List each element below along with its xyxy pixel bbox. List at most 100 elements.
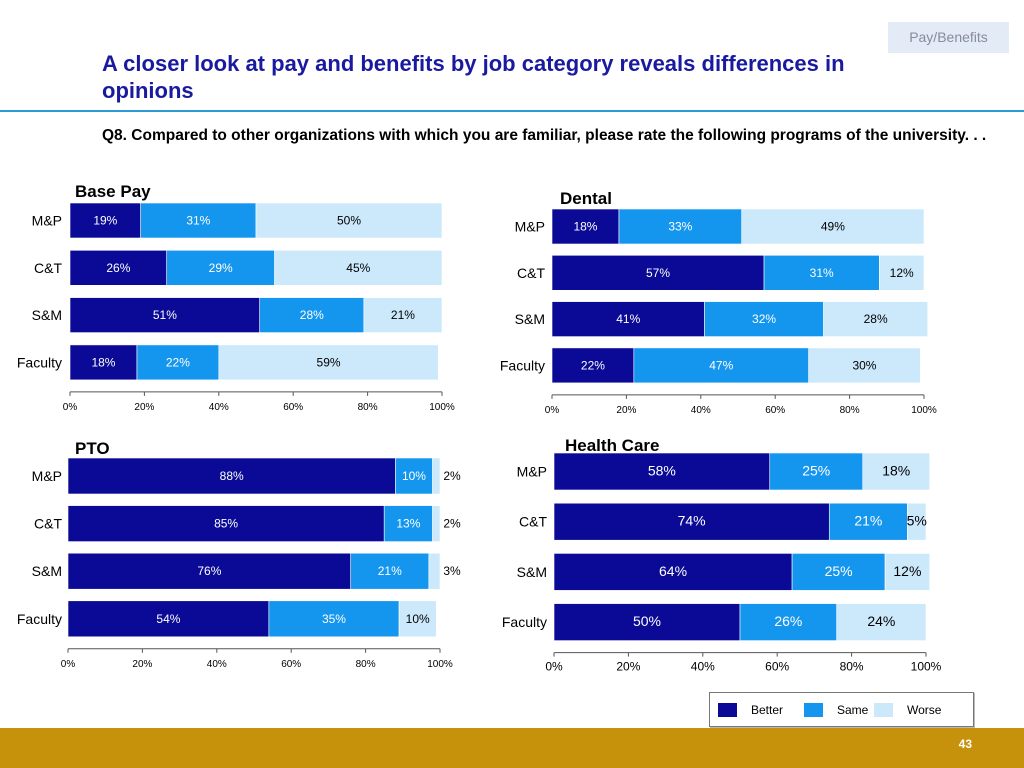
category-label-ct: C&T (517, 265, 545, 281)
value-label-same-mp: 31% (186, 214, 210, 228)
bar-better-mp (69, 202, 141, 239)
value-label-better-ct: 26% (106, 261, 130, 275)
value-label-worse-sm: 21% (391, 308, 415, 322)
bar-same-sm (259, 297, 365, 333)
bar-same-mp (769, 452, 864, 491)
bar-same-ct (828, 502, 908, 541)
value-label-worse-mp: 49% (821, 220, 845, 234)
bar-better-faculty (67, 600, 270, 638)
bar-better-ct (69, 250, 168, 286)
x-tick-label: 20% (132, 659, 152, 668)
bar-worse-faculty (808, 347, 921, 384)
value-label-worse-mp: 18% (882, 463, 910, 479)
category-label-mp: M&P (517, 464, 547, 480)
bar-worse-ct (907, 502, 927, 541)
x-tick-label: 20% (134, 402, 154, 413)
x-tick-label: 40% (207, 659, 227, 668)
value-label-worse-mp: 2% (443, 469, 461, 483)
value-label-worse-sm: 28% (864, 312, 888, 326)
x-tick-label: 100% (429, 402, 455, 413)
value-label-better-sm: 51% (153, 308, 177, 322)
category-label-faculty: Faculty (500, 357, 545, 373)
category-label-ct: C&T (34, 516, 62, 532)
value-label-worse-mp: 50% (337, 214, 361, 228)
chart-title: PTO (75, 439, 110, 458)
value-label-better-sm: 76% (197, 564, 221, 578)
x-tick-label: 60% (281, 659, 301, 668)
chart-title: Health Care (565, 436, 659, 455)
bar-better-ct (553, 502, 830, 541)
value-label-same-sm: 25% (825, 563, 853, 579)
bar-worse-sm (823, 301, 929, 337)
x-tick-label: 0% (61, 659, 76, 668)
bar-same-faculty (633, 347, 809, 384)
value-label-better-faculty: 22% (581, 358, 605, 372)
bar-worse-mp (255, 202, 443, 239)
value-label-better-mp: 88% (220, 469, 244, 483)
bar-worse-faculty (836, 603, 927, 641)
category-label-sm: S&M (32, 307, 62, 323)
bar-better-sm (67, 552, 352, 590)
value-label-worse-faculty: 59% (317, 355, 341, 369)
x-tick-label: 100% (911, 405, 937, 416)
value-label-same-ct: 13% (396, 517, 420, 531)
category-label-faculty: Faculty (17, 354, 62, 370)
value-label-better-ct: 57% (646, 266, 670, 280)
value-label-same-sm: 32% (752, 312, 776, 326)
value-label-same-mp: 25% (802, 463, 830, 479)
bar-same-sm (704, 301, 824, 337)
x-tick-label: 0% (63, 402, 78, 413)
x-tick-label: 40% (209, 402, 229, 413)
category-label-faculty: Faculty (502, 614, 547, 630)
bar-better-faculty (551, 347, 635, 384)
value-label-same-ct: 29% (209, 261, 233, 275)
value-label-same-sm: 21% (378, 564, 402, 578)
bar-same-ct (383, 505, 433, 542)
value-label-worse-faculty: 24% (867, 613, 895, 629)
value-label-worse-ct: 2% (443, 517, 461, 531)
legend-swatch-worse (874, 702, 893, 717)
x-tick-label: 60% (765, 405, 785, 416)
value-label-worse-faculty: 30% (852, 358, 876, 372)
chart-pto: PTO M&P 88% 10% 2% C&T 85% 13% 2% S&M 76% 21% 3% Facu… (17, 439, 461, 668)
legend-item-worse: Worse (874, 693, 941, 726)
value-label-better-ct: 85% (214, 517, 238, 531)
x-tick-label: 80% (356, 659, 376, 668)
bar-worse-mp (741, 208, 925, 245)
value-label-same-ct: 31% (810, 266, 834, 280)
value-label-worse-ct: 5% (907, 513, 927, 529)
bar-worse-sm (428, 552, 441, 590)
x-tick-label: 100% (427, 659, 453, 668)
bar-better-sm (551, 301, 705, 337)
bar-same-mp (618, 208, 743, 245)
section-tag: Pay/Benefits (888, 22, 1009, 53)
x-tick-label: 80% (840, 405, 860, 416)
bar-better-ct (551, 255, 765, 291)
value-label-same-ct: 21% (854, 513, 882, 529)
x-tick-label: 0% (545, 405, 560, 416)
bar-better-mp (553, 452, 771, 491)
x-tick-label: 60% (765, 660, 789, 674)
x-tick-label: 80% (358, 402, 378, 413)
slide-title: A closer look at pay and benefits by job… (102, 51, 845, 103)
category-label-mp: M&P (515, 219, 545, 235)
value-label-better-ct: 74% (678, 513, 706, 529)
value-label-same-faculty: 22% (166, 355, 190, 369)
value-label-better-mp: 19% (93, 214, 117, 228)
value-label-worse-ct: 45% (346, 261, 370, 275)
value-label-same-sm: 28% (300, 308, 324, 322)
x-tick-label: 20% (616, 660, 640, 674)
title-divider (0, 110, 1024, 112)
category-label-mp: M&P (32, 213, 62, 229)
category-label-ct: C&T (34, 260, 62, 276)
page-number: 43 (958, 737, 972, 751)
bar-better-mp (67, 457, 396, 495)
value-label-better-faculty: 54% (156, 612, 180, 626)
legend-label-worse: Worse (907, 702, 942, 717)
chart-base-pay: Base Pay M&P 19% 31% 50% C&T 26% 29% 45% S&M 51% 28… (17, 182, 455, 413)
bar-same-mp (395, 457, 433, 495)
x-tick-label: 0% (545, 660, 563, 674)
bar-same-faculty (268, 600, 400, 638)
x-tick-label: 40% (691, 660, 715, 674)
bar-better-faculty (69, 344, 138, 381)
